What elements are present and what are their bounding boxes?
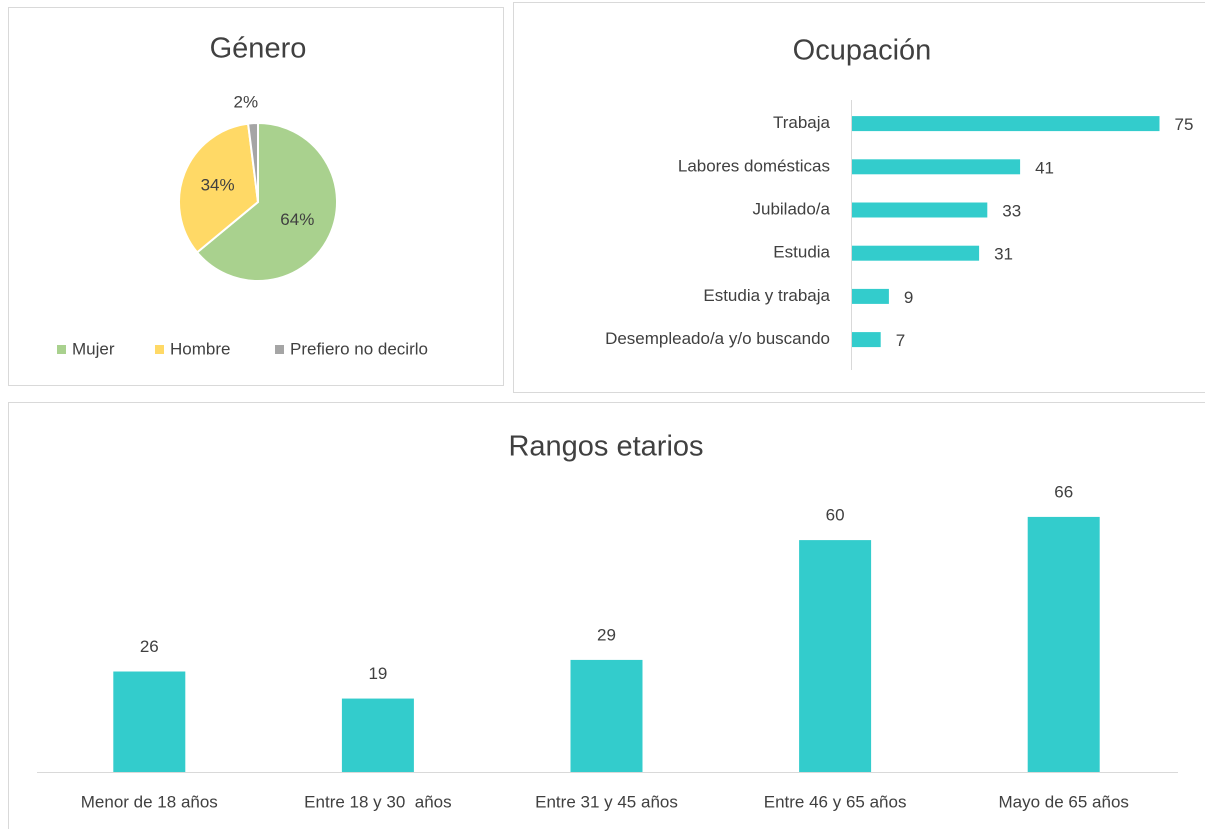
bar	[1027, 516, 1100, 772]
legend-marker	[155, 345, 164, 354]
data-label: 60	[826, 506, 845, 525]
bar	[799, 540, 872, 772]
panel	[513, 2, 1205, 393]
x-tick-label: Entre 46 y 65 años	[764, 792, 907, 811]
y-tick-label: Estudia y trabaja	[703, 286, 830, 305]
data-label: 31	[994, 245, 1013, 264]
bar	[852, 288, 889, 304]
x-tick-label: Entre 31 y 45 años	[535, 792, 678, 811]
legend-label: Prefiero no decirlo	[290, 339, 428, 358]
chart-title: Género	[210, 33, 307, 65]
x-tick-label: Menor de 18 años	[81, 792, 218, 811]
data-label: 64%	[280, 210, 314, 229]
data-label: 9	[904, 288, 913, 307]
bar	[852, 159, 1021, 175]
y-tick-label: Trabaja	[773, 113, 831, 132]
y-tick-label: Jubilado/a	[752, 199, 830, 218]
data-label: 34%	[201, 175, 235, 194]
data-label: 66	[1054, 482, 1073, 501]
legend-label: Hombre	[170, 339, 230, 358]
y-tick-label: Desempleado/a y/o buscando	[605, 329, 830, 348]
data-label: 75	[1175, 115, 1194, 134]
data-label: 41	[1035, 158, 1054, 177]
x-tick-label: Entre 18 y 30 años	[304, 792, 451, 811]
data-label: 7	[896, 331, 905, 350]
legend-marker	[275, 345, 284, 354]
data-label: 29	[597, 625, 616, 644]
data-label: 33	[1002, 201, 1021, 220]
pie-slice	[178, 122, 260, 254]
legend-label: Mujer	[72, 339, 115, 358]
bar	[852, 332, 881, 348]
pie-slice	[246, 121, 259, 203]
bar	[852, 116, 1160, 132]
bar	[570, 659, 643, 772]
chart-title: Ocupación	[793, 35, 932, 67]
data-label: 19	[368, 664, 387, 683]
data-label: 26	[140, 637, 159, 656]
chart-title: Rangos etarios	[508, 431, 703, 463]
bar	[852, 202, 988, 218]
data-label: 2%	[233, 93, 258, 112]
legend-marker	[57, 345, 66, 354]
y-tick-label: Labores domésticas	[678, 156, 830, 175]
pie-slice	[195, 121, 338, 282]
y-tick-label: Estudia	[773, 243, 830, 262]
bar	[852, 245, 980, 261]
x-tick-label: Mayo de 65 años	[998, 792, 1128, 811]
bar	[113, 671, 186, 772]
bar	[341, 698, 414, 772]
